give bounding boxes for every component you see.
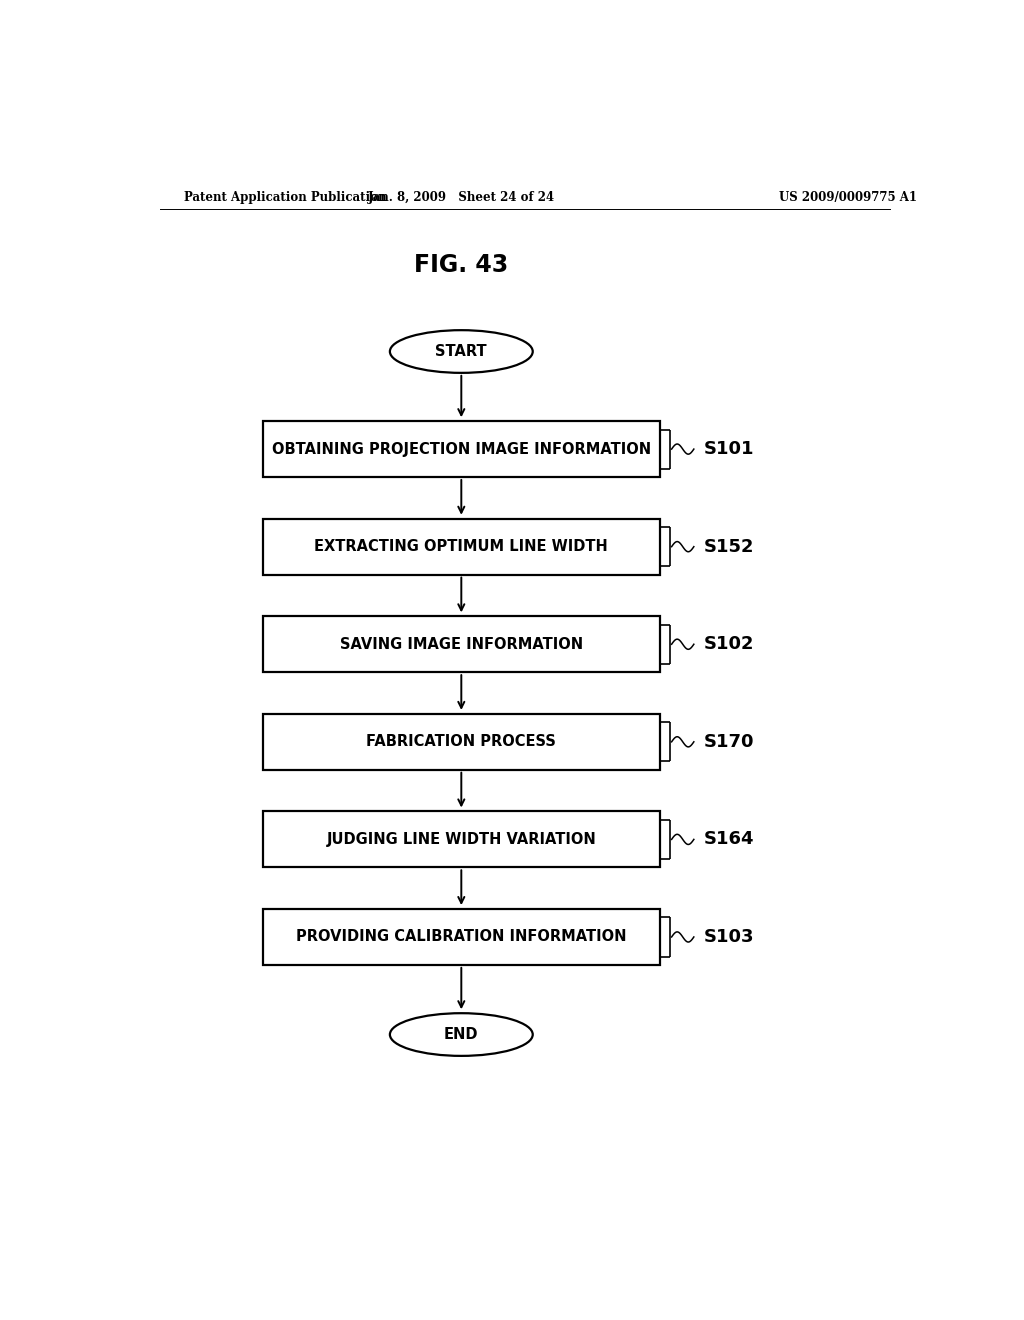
Text: JUDGING LINE WIDTH VARIATION: JUDGING LINE WIDTH VARIATION	[327, 832, 596, 847]
Text: S170: S170	[703, 733, 754, 751]
Text: S101: S101	[703, 440, 754, 458]
Text: EXTRACTING OPTIMUM LINE WIDTH: EXTRACTING OPTIMUM LINE WIDTH	[314, 539, 608, 554]
Text: Jan. 8, 2009   Sheet 24 of 24: Jan. 8, 2009 Sheet 24 of 24	[368, 190, 555, 203]
Text: Patent Application Publication: Patent Application Publication	[183, 190, 386, 203]
Text: US 2009/0009775 A1: US 2009/0009775 A1	[778, 190, 916, 203]
Text: END: END	[444, 1027, 478, 1041]
Text: SAVING IMAGE INFORMATION: SAVING IMAGE INFORMATION	[340, 636, 583, 652]
Text: S164: S164	[703, 830, 754, 849]
Text: START: START	[435, 345, 487, 359]
Text: FIG. 43: FIG. 43	[414, 253, 509, 277]
Text: S103: S103	[703, 928, 754, 946]
Text: PROVIDING CALIBRATION INFORMATION: PROVIDING CALIBRATION INFORMATION	[296, 929, 627, 945]
Text: FABRICATION PROCESS: FABRICATION PROCESS	[367, 734, 556, 750]
Text: S102: S102	[703, 635, 754, 653]
Text: OBTAINING PROJECTION IMAGE INFORMATION: OBTAINING PROJECTION IMAGE INFORMATION	[271, 442, 651, 457]
Text: S152: S152	[703, 537, 754, 556]
